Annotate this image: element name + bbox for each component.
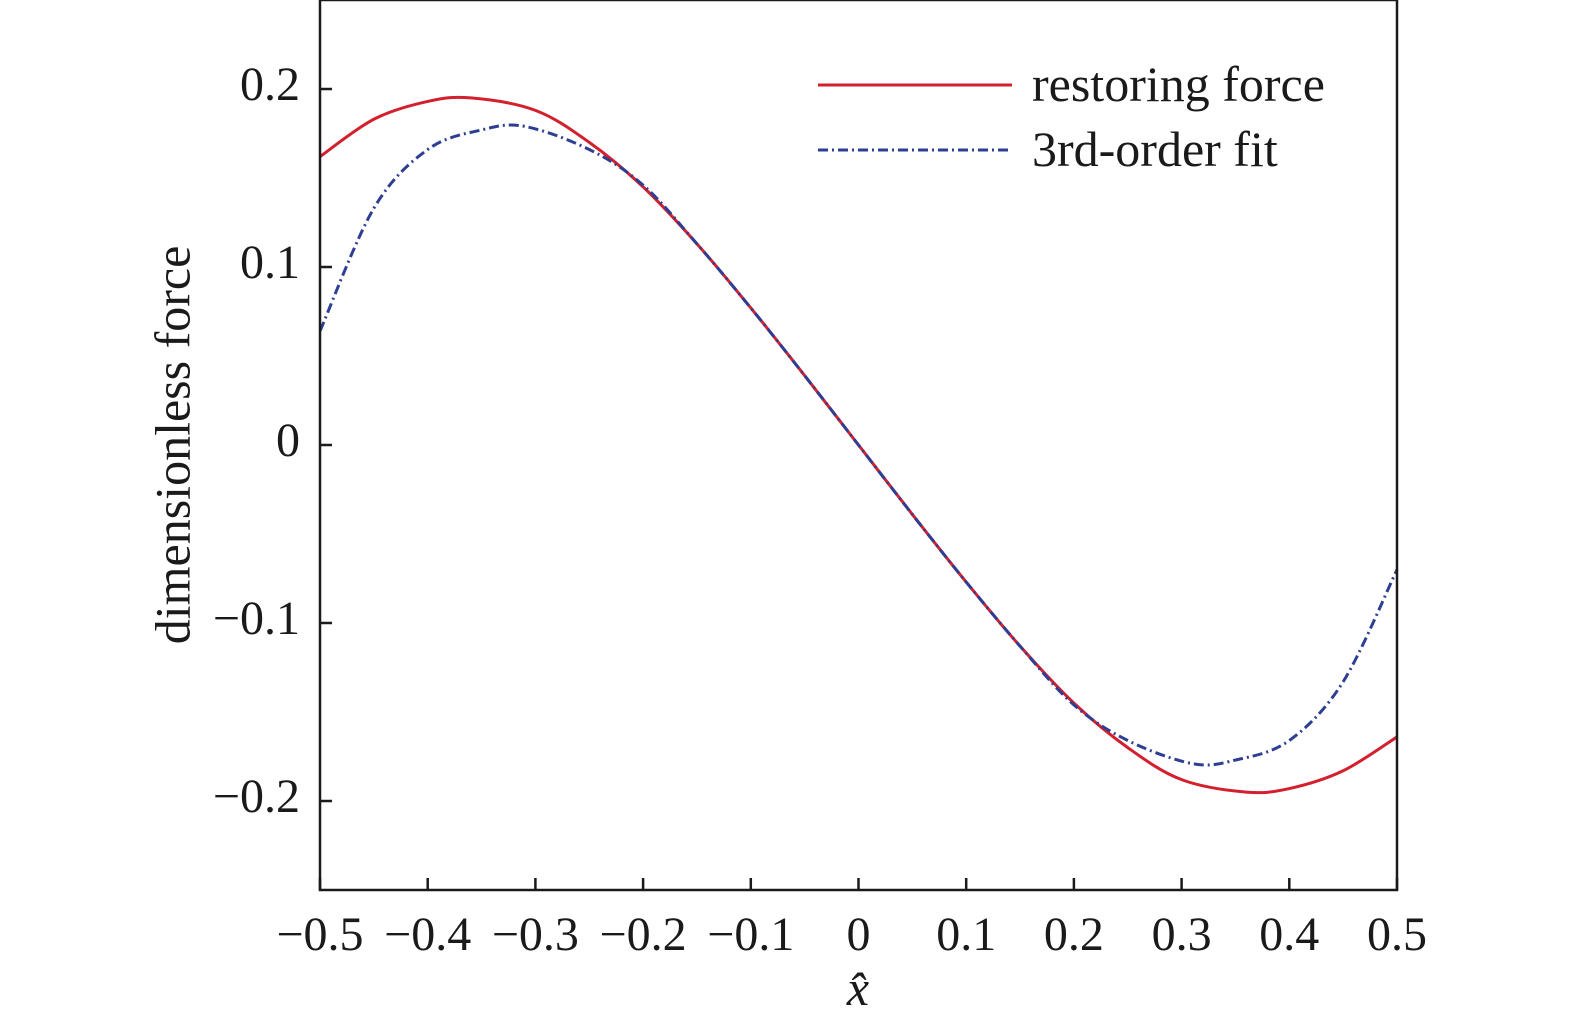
x-tick-label: −0.3 bbox=[492, 908, 579, 961]
x-tick-label: −0.1 bbox=[707, 908, 794, 961]
series-layer bbox=[318, 95, 1399, 795]
x-tick-label: 0 bbox=[847, 908, 871, 961]
y-tick-label: −0.1 bbox=[213, 592, 300, 645]
y-axis-ticks: −0.2 −0.1 0 0.1 0.2 bbox=[213, 58, 332, 823]
y-tick-label: 0.2 bbox=[240, 58, 300, 111]
legend-label-3rd-order-fit: 3rd-order fit bbox=[1032, 121, 1278, 177]
x-tick-label: 0.5 bbox=[1367, 908, 1427, 961]
x-tick-label: 0.3 bbox=[1152, 908, 1212, 961]
x-tick-label: 0.2 bbox=[1044, 908, 1104, 961]
y-tick-label: 0.1 bbox=[240, 236, 300, 289]
x-tick-label: −0.2 bbox=[600, 908, 687, 961]
x-tick-label: 0.1 bbox=[936, 908, 996, 961]
plot-area: −0.5 −0.4 −0.3 −0.2 −0.1 0 0.1 0.2 0.3 0.4 0.5 −0.… bbox=[213, 0, 1427, 961]
series-line-3rd-order-fit bbox=[318, 123, 1399, 767]
y-axis-label: dimensionless force bbox=[144, 246, 200, 645]
legend: restoring force 3rd-order fit bbox=[818, 56, 1325, 177]
legend-label-restoring-force: restoring force bbox=[1032, 56, 1325, 112]
x-axis-label: x̂ bbox=[846, 960, 869, 1016]
y-tick-label: 0 bbox=[276, 414, 300, 467]
x-tick-label: −0.4 bbox=[384, 908, 471, 961]
x-tick-label: 0.4 bbox=[1259, 908, 1319, 961]
x-axis-ticks: −0.5 −0.4 −0.3 −0.2 −0.1 0 0.1 0.2 0.3 0.4 0.5 bbox=[276, 878, 1427, 961]
y-tick-label: −0.2 bbox=[213, 770, 300, 823]
x-tick-label: −0.5 bbox=[276, 908, 363, 961]
